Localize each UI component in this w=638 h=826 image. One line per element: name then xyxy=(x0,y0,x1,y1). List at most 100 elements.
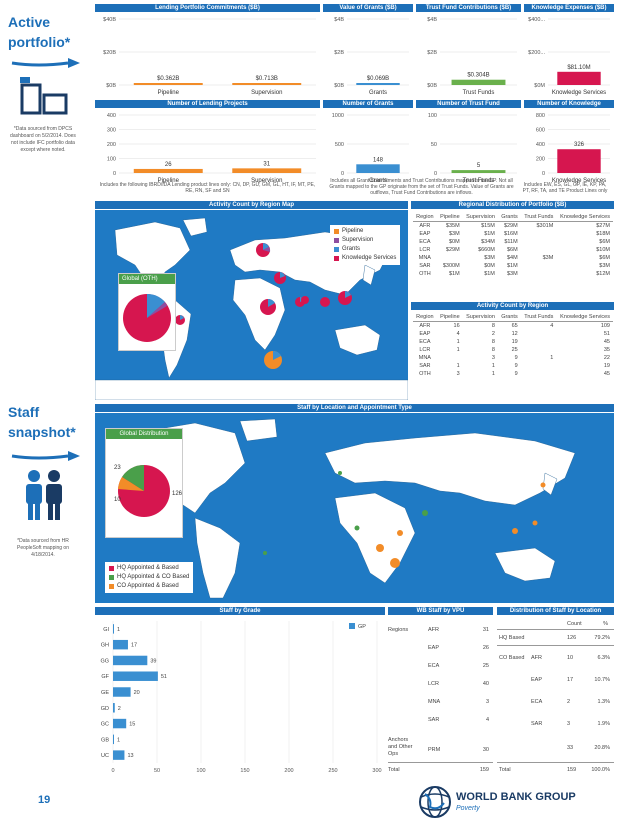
grade-bar xyxy=(113,655,148,666)
vpu-row-name: SAR xyxy=(428,717,440,723)
staff-snapshot-note: *Data sourced from HR PeopleSoft mapping… xyxy=(17,538,69,558)
pie-label-126: 126 xyxy=(172,491,183,497)
grade-bar xyxy=(113,639,128,650)
table-cell xyxy=(521,262,557,270)
table-cell: $1M xyxy=(484,231,495,237)
vpu-regions-label: Regions xyxy=(388,627,409,633)
table-header: Region xyxy=(416,214,434,220)
table-cell: $12M xyxy=(596,271,610,277)
y-tick-label: $4B xyxy=(427,17,437,23)
table-cell: $3M xyxy=(484,255,495,261)
global-distribution-box: Global Distribution 126 23 10 xyxy=(105,428,183,538)
y-tick-label: 0 xyxy=(542,171,545,177)
table-header: Pipeline xyxy=(440,314,460,320)
vpu-total-value: 159 xyxy=(479,767,489,773)
panel-title: Value of Grants ($B) xyxy=(323,4,413,12)
activity-count-title: Activity Count by Region xyxy=(411,302,614,310)
grade-value: 51 xyxy=(161,674,167,680)
global-oth-label: Global (OTH) xyxy=(119,274,175,284)
table-cell: $1M xyxy=(448,271,460,277)
regional-distribution-title: Regional Distribution of Portfolio ($B) xyxy=(411,201,614,209)
y-tick-label: $4B xyxy=(334,17,344,23)
table-row: MNA $3M $4M $3M $6M xyxy=(413,254,613,262)
legend-label: HQ Appointed & Based xyxy=(117,565,179,571)
table-header: Trust Funds xyxy=(524,314,554,320)
table-cell: 19 xyxy=(511,339,518,345)
grade-bar xyxy=(113,687,131,697)
bar-panel: 0 100 200 300 400 26 Pipeline 31 Supervision xyxy=(107,113,316,184)
table-header: Grants xyxy=(501,214,518,220)
category-label: Trust Funds xyxy=(463,178,495,184)
table-cell: $3M xyxy=(542,255,554,261)
y-tick-label: 200 xyxy=(107,142,116,148)
table-cell: $6M xyxy=(599,255,610,261)
vpu-row-value: 40 xyxy=(482,681,489,687)
y-tick-label: $0B xyxy=(427,83,437,89)
bar-value-label: 26 xyxy=(165,162,172,168)
table-header: Pipeline xyxy=(440,214,460,220)
lending-note: Includes the following IBRD/IDA Lending … xyxy=(99,182,316,194)
vpu-anchors-name: PRM xyxy=(428,747,441,753)
category-label: Grants xyxy=(369,90,387,96)
grade-label: GI xyxy=(103,627,109,633)
bar-value-label: $81.10M xyxy=(567,65,590,71)
bar-value-label: 5 xyxy=(477,163,481,169)
legend-label: Supervision xyxy=(342,237,374,243)
knowledge-note: Includes EW, ES, GL, GP, IE, KP, PA, PT,… xyxy=(522,182,608,194)
staff-title-line2: snapshot* xyxy=(8,424,76,440)
table-cell: $35M xyxy=(445,223,460,229)
vpu-total-label: Total xyxy=(388,767,400,773)
table-cell: 9 xyxy=(514,363,518,369)
bar-panel: $0B $2B $4B $0.304B Trust Funds xyxy=(427,17,517,96)
bar-panel: $0M $200... $400... $81.10M Knowledge Servic… xyxy=(528,17,610,96)
global-oth-pie xyxy=(123,293,171,342)
regional-distribution-table: Region Pipeline Supervision Grants Trust Fun… xyxy=(413,213,613,278)
legend-item: Grants xyxy=(334,245,396,254)
bar-value-label: 326 xyxy=(574,142,585,148)
table-cell: OTH xyxy=(419,371,431,377)
table-header: Supervision xyxy=(466,214,495,220)
table-row: LCR $29M $660M $6M $10M xyxy=(413,246,613,254)
grade-bar xyxy=(113,703,115,713)
table-cell: ECA xyxy=(419,239,431,245)
x-tick-label: 150 xyxy=(240,768,249,774)
category-label: Trust Funds xyxy=(463,90,495,96)
map-region-pies xyxy=(175,243,352,369)
table-cell: LCR xyxy=(419,247,431,253)
table-cell: 1 xyxy=(491,371,495,377)
table-cell: 1 xyxy=(456,363,460,369)
table-header: Knowledge Services xyxy=(560,214,610,220)
table-cell: 19 xyxy=(603,363,610,369)
bar xyxy=(557,149,601,173)
grants-note: Includes all Grant Commitments and Trust… xyxy=(329,178,514,196)
table-header: Region xyxy=(416,314,434,320)
table-cell: 1 xyxy=(491,363,495,369)
bar xyxy=(356,164,400,173)
table-cell: 65 xyxy=(511,323,518,329)
grade-label: GH xyxy=(101,643,109,649)
table-row: AFR $35M $15M $29M $301M $27M xyxy=(413,222,613,231)
location-hq-label: HQ Based xyxy=(499,635,525,641)
grade-label: UC xyxy=(101,753,109,759)
location-hq-pct: 79.2% xyxy=(594,635,610,641)
category-label: Grants xyxy=(369,178,387,184)
grade-label: GD xyxy=(101,706,109,712)
legend-swatch xyxy=(334,229,339,234)
x-tick-label: 200 xyxy=(284,768,293,774)
table-row: LCR 1 8 25 35 xyxy=(413,346,613,354)
bar xyxy=(133,83,203,85)
y-tick-label: $0B xyxy=(334,83,344,89)
table-cell: 45 xyxy=(603,339,610,345)
table-cell: 4 xyxy=(550,323,554,329)
table-cell: $1M xyxy=(484,271,495,277)
table-cell: AFR xyxy=(419,223,431,229)
table-cell: $18M xyxy=(596,231,610,237)
legend-swatch xyxy=(334,256,339,261)
x-tick-label: 300 xyxy=(372,768,381,774)
table-cell: 25 xyxy=(511,347,518,353)
table-cell: 9 xyxy=(514,371,518,377)
x-tick-label: 50 xyxy=(154,768,160,774)
table-cell: 9 xyxy=(514,355,518,361)
location-title: Distribution of Staff by Location xyxy=(497,607,614,615)
staff-people-icon xyxy=(11,451,80,520)
